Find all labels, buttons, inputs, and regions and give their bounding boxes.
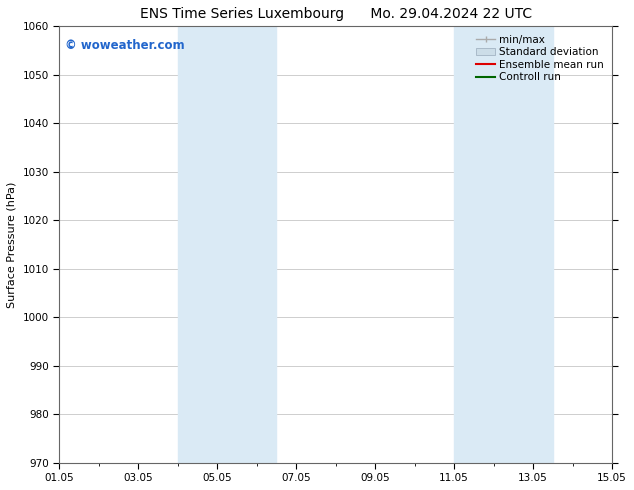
Text: © woweather.com: © woweather.com [65, 39, 184, 52]
Legend: min/max, Standard deviation, Ensemble mean run, Controll run: min/max, Standard deviation, Ensemble me… [473, 31, 607, 86]
Title: ENS Time Series Luxembourg      Mo. 29.04.2024 22 UTC: ENS Time Series Luxembourg Mo. 29.04.202… [139, 7, 532, 21]
Bar [454, 26, 553, 463]
Y-axis label: Surface Pressure (hPa): Surface Pressure (hPa) [7, 181, 17, 308]
Bar [178, 26, 276, 463]
